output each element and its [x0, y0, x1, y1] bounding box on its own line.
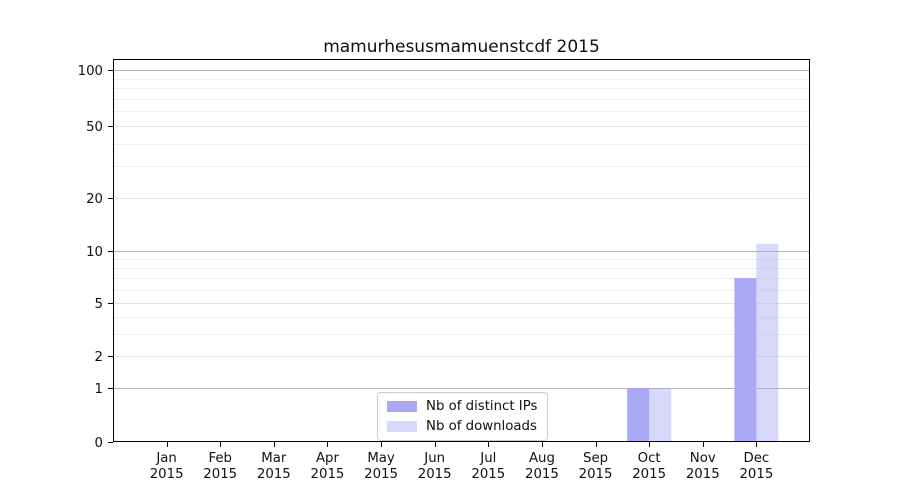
x-tick-label-dec-month: Dec [744, 451, 770, 466]
x-tick-label-may-year: 2015 [364, 467, 398, 482]
legend: Nb of distinct IPs Nb of downloads [377, 392, 549, 441]
x-tick-label-mar-month: Mar [261, 451, 287, 466]
bar-downloads-oct [649, 388, 672, 442]
y-tick-label-0: 0 [95, 436, 103, 451]
x-tick-label-feb-month: Feb [208, 451, 232, 466]
legend-swatch-distinct-ips [387, 401, 417, 412]
x-tick-label-sep-month: Sep [583, 451, 608, 466]
x-tick-label-jun-year: 2015 [418, 467, 452, 482]
x-tick-label-mar-year: 2015 [257, 467, 291, 482]
y-tick-label-2: 2 [95, 350, 103, 365]
x-tick-label-aug-month: Aug [529, 451, 555, 466]
x-tick-label-nov-month: Nov [690, 451, 716, 466]
legend-entry-downloads: Nb of downloads [387, 418, 537, 435]
x-tick-label-apr-year: 2015 [311, 467, 345, 482]
x-tick-label-jul-year: 2015 [471, 467, 505, 482]
chart-title: mamurhesusmamuenstcdf 2015 [323, 37, 600, 57]
x-tick-label-jun-month: Jun [423, 451, 445, 466]
x-tick-label-dec-year: 2015 [739, 467, 773, 482]
y-tick-label-50: 50 [86, 120, 103, 135]
y-tick-label-20: 20 [86, 192, 103, 207]
y-tick-label-5: 5 [95, 297, 103, 312]
legend-entry-distinct-ips: Nb of distinct IPs [387, 398, 537, 415]
y-tick-label-100: 100 [78, 64, 103, 79]
legend-swatch-downloads [387, 421, 417, 432]
legend-label-downloads: Nb of downloads [426, 419, 537, 434]
x-tick-label-nov-year: 2015 [686, 467, 720, 482]
x-tick-label-jan-year: 2015 [150, 467, 184, 482]
x-tick-label-jul-month: Jul [479, 451, 496, 466]
x-tick-label-jan-month: Jan [155, 451, 177, 466]
x-tick-label-oct-year: 2015 [632, 467, 666, 482]
x-tick-label-may-month: May [367, 451, 395, 466]
bar-distinct-ips-oct [627, 388, 650, 442]
x-tick-label-aug-year: 2015 [525, 467, 559, 482]
x-tick-label-oct-month: Oct [638, 451, 661, 466]
plot-border [112, 58, 811, 443]
bar-distinct-ips-dec [734, 278, 757, 442]
bar-downloads-dec [756, 243, 779, 442]
legend-label-distinct-ips: Nb of distinct IPs [426, 399, 538, 414]
x-tick-label-apr-month: Apr [316, 451, 340, 466]
x-tick-label-feb-year: 2015 [203, 467, 237, 482]
y-tick-label-1: 1 [95, 382, 103, 397]
y-tick-label-10: 10 [86, 245, 103, 260]
x-tick-label-sep-year: 2015 [579, 467, 613, 482]
